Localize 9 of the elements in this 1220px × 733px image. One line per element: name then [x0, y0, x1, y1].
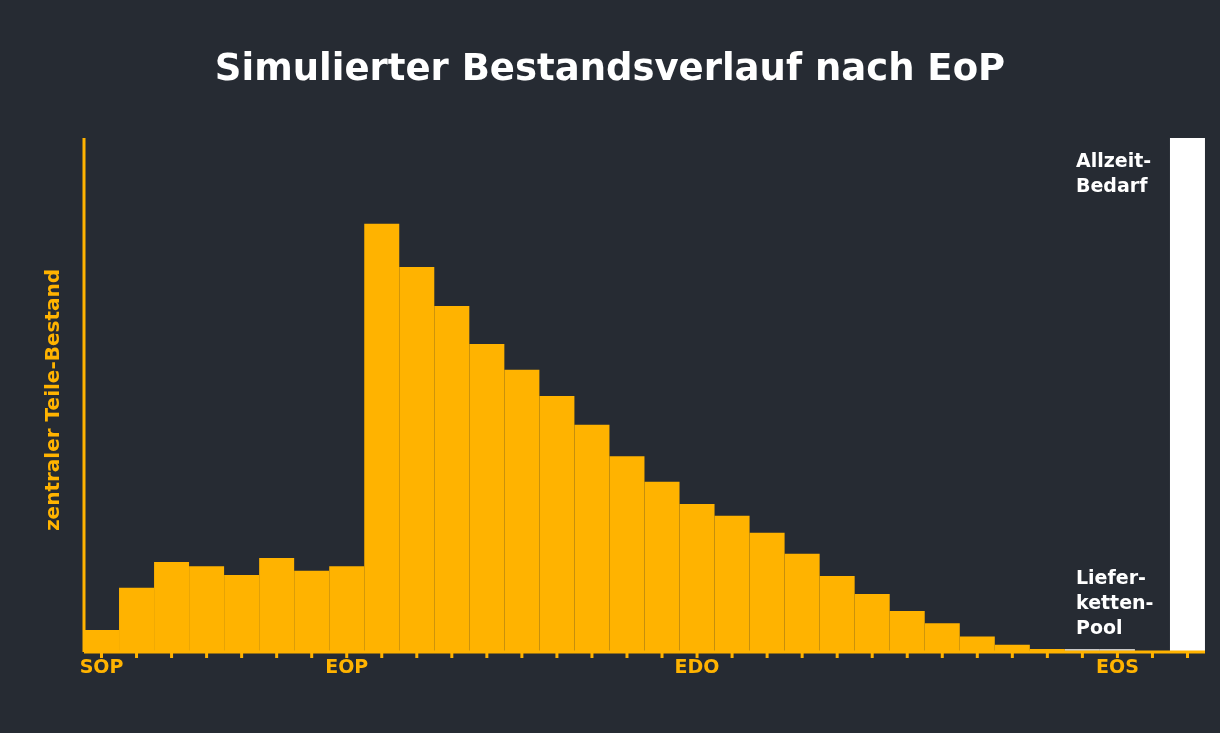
y-axis-title: zentraler Teile-Bestand	[40, 268, 64, 532]
annotation: Liefer-ketten-Pool	[1076, 565, 1154, 640]
bar	[1169, 138, 1205, 652]
chart-title: Simulierter Bestandsverlauf nach EoP	[213, 46, 1007, 89]
x-tick-label: SOP	[79, 655, 124, 678]
x-tick-label: EOP	[325, 655, 369, 678]
x-tick-label: EOS	[1096, 655, 1139, 678]
annotation: Allzeit-Bedarf	[1076, 148, 1152, 198]
x-tick-label: EDO	[674, 655, 720, 678]
